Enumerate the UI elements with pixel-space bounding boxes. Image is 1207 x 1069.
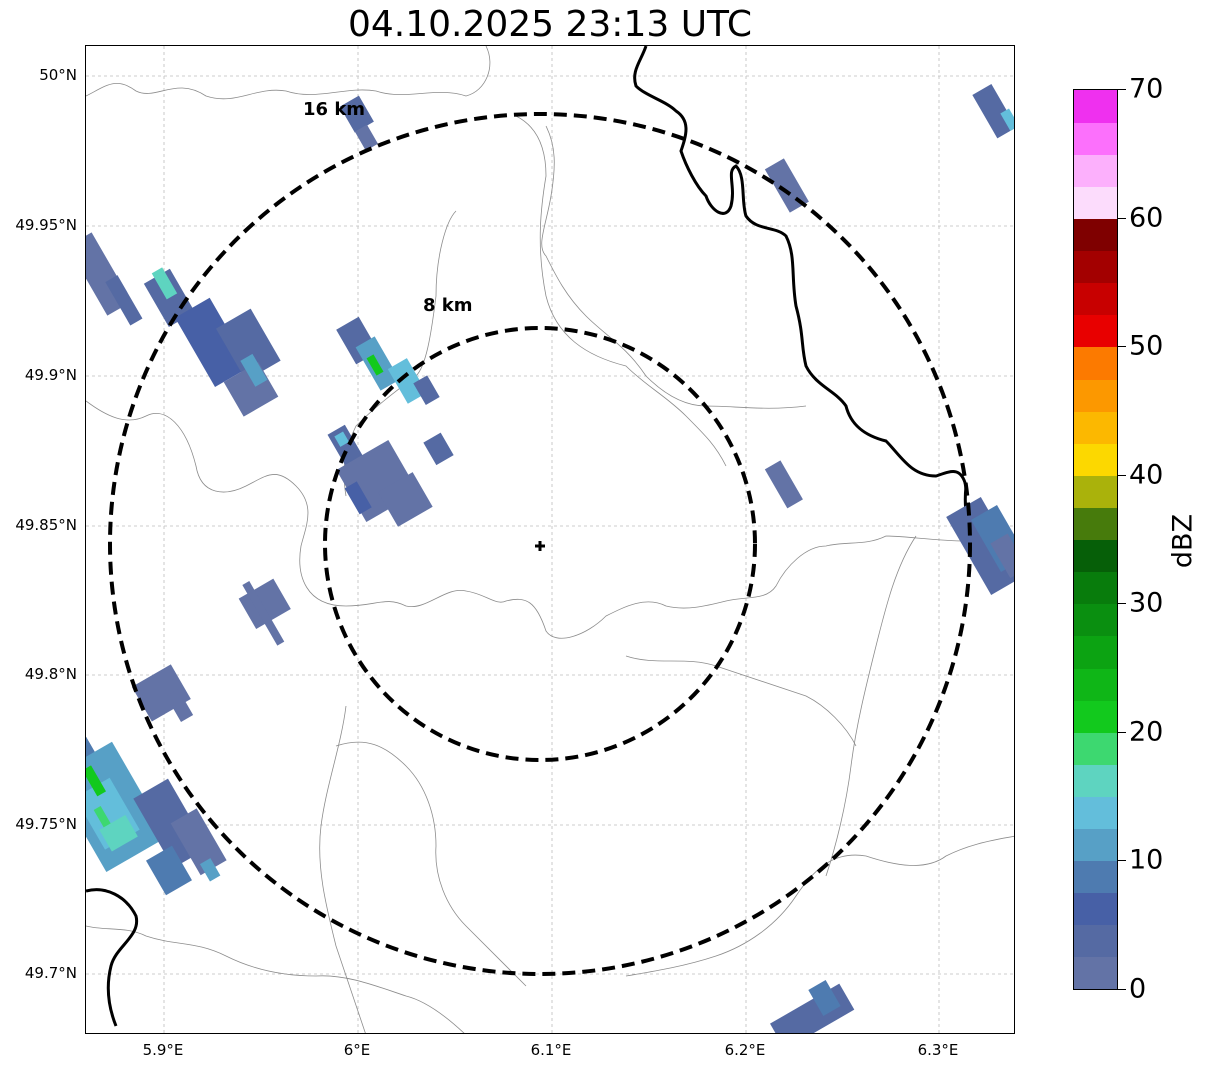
- colorbar-tick: [1118, 346, 1126, 348]
- colorbar-tick-label: 50: [1129, 330, 1164, 362]
- colorbar-segment: [1074, 443, 1117, 476]
- colorbar-tick-label: 20: [1129, 716, 1164, 748]
- colorbar-segment: [1074, 667, 1117, 701]
- colorbar-segment: [1074, 475, 1117, 508]
- lat-label: 49.9°N: [24, 366, 77, 384]
- lat-label: 50°N: [39, 66, 77, 84]
- radar-echo: [354, 124, 378, 151]
- colorbar-segment: [1074, 218, 1117, 252]
- map-canvas: [86, 46, 1014, 1033]
- radar-echo: [86, 682, 227, 896]
- lon-label: 6°E: [343, 1041, 371, 1059]
- colorbar-tick-label: 30: [1129, 587, 1164, 619]
- range-rings: [108, 112, 972, 976]
- inner-ring-label: 8 km: [423, 295, 473, 316]
- colorbar-segment: [1074, 539, 1117, 573]
- outer-ring-label: 16 km: [303, 99, 366, 120]
- radar-site-marker: [535, 541, 545, 551]
- colorbar-segment: [1074, 250, 1117, 284]
- radar-echo: [238, 578, 291, 646]
- colorbar-tick: [1118, 731, 1126, 733]
- colorbar-tick: [1118, 603, 1126, 605]
- colorbar-tick-label: 0: [1129, 973, 1147, 1005]
- colorbar-segment: [1074, 700, 1117, 733]
- radar-echo: [327, 424, 433, 527]
- colorbar-segment: [1074, 828, 1117, 862]
- dbz-colorbar: [1073, 89, 1118, 990]
- colorbar-segment: [1074, 892, 1117, 926]
- lon-label: 5.9°E: [142, 1041, 184, 1059]
- colorbar-tick-label: 60: [1129, 202, 1164, 234]
- lat-label: 49.8°N: [24, 665, 77, 683]
- lon-label: 6.3°E: [917, 1041, 959, 1059]
- radar-echo: [339, 95, 374, 133]
- colorbar-segment: [1074, 186, 1117, 220]
- range-ring-16km: [108, 112, 972, 976]
- colorbar-tick: [1118, 474, 1126, 476]
- colorbar-segment: [1074, 507, 1117, 541]
- colorbar-segment: [1074, 796, 1117, 830]
- colorbar-segment: [1074, 314, 1117, 348]
- map-title: 04.10.2025 23:13 UTC: [347, 4, 753, 45]
- colorbar-segment: [1074, 90, 1117, 123]
- lat-label: 49.75°N: [15, 815, 77, 833]
- colorbar-segment: [1074, 635, 1117, 669]
- range-ring-8km: [323, 326, 757, 762]
- colorbar-segment: [1074, 378, 1117, 412]
- colorbar-tick-label: 10: [1129, 844, 1164, 876]
- radar-map[interactable]: [85, 45, 1015, 1034]
- colorbar-segment: [1074, 154, 1117, 187]
- colorbar-segment: [1074, 122, 1117, 155]
- admin-boundaries: [86, 46, 1014, 1033]
- radar-echo: [946, 497, 1014, 595]
- colorbar-segment: [1074, 571, 1117, 605]
- radar-echo: [764, 460, 803, 509]
- colorbar-segment: [1074, 860, 1117, 894]
- colorbar-title: dBZ: [1167, 513, 1199, 569]
- colorbar-segment: [1074, 346, 1117, 380]
- radar-echo: [143, 267, 281, 417]
- lon-label: 6.2°E: [724, 1041, 766, 1059]
- national-boundaries: [86, 46, 1014, 1027]
- colorbar-segment: [1074, 411, 1117, 444]
- radar-echoes: [86, 84, 1014, 1033]
- radar-echo: [972, 84, 1014, 139]
- colorbar-segment: [1074, 282, 1117, 316]
- lat-label: 49.7°N: [24, 964, 77, 982]
- colorbar-tick: [1118, 989, 1126, 990]
- colorbar-tick: [1118, 860, 1126, 862]
- lat-label: 49.85°N: [15, 516, 77, 534]
- colorbar-tick: [1118, 217, 1126, 219]
- radar-echo: [770, 980, 855, 1033]
- colorbar-tick-label: 40: [1129, 459, 1164, 491]
- colorbar-tick: [1118, 89, 1126, 90]
- colorbar-tick-label: 70: [1129, 73, 1164, 105]
- lon-label: 6.1°E: [530, 1041, 572, 1059]
- radar-echo: [131, 664, 194, 722]
- colorbar-segment: [1074, 924, 1117, 958]
- colorbar-segment: [1074, 603, 1117, 637]
- colorbar-segment: [1074, 764, 1117, 797]
- colorbar-segment: [1074, 732, 1117, 765]
- radar-echo: [336, 316, 440, 405]
- radar-echo: [86, 232, 143, 326]
- colorbar-segment: [1074, 956, 1117, 989]
- radar-echo: [423, 432, 454, 466]
- lat-label: 49.95°N: [15, 216, 77, 234]
